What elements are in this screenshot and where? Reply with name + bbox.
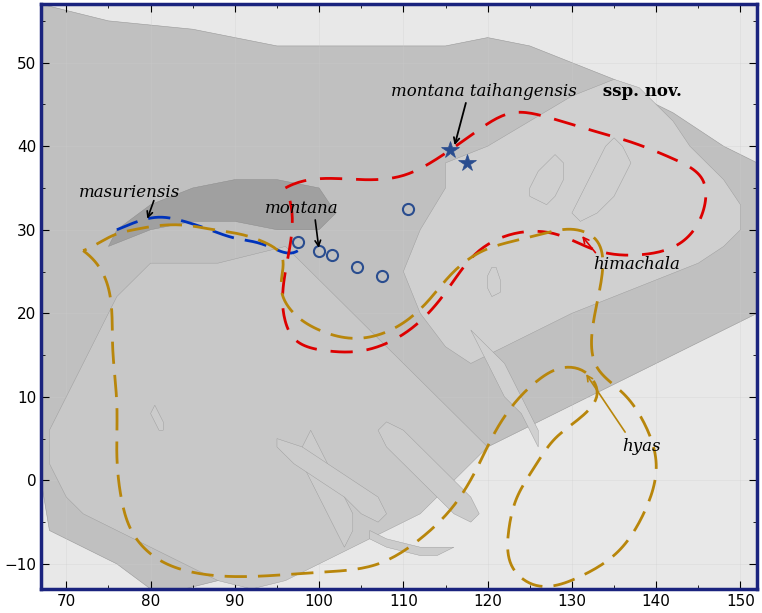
Polygon shape (50, 246, 488, 589)
Text: montana: montana (264, 200, 338, 218)
Text: montana taihangensis: montana taihangensis (391, 83, 577, 101)
Polygon shape (151, 405, 163, 430)
Polygon shape (488, 267, 501, 297)
Polygon shape (303, 430, 353, 547)
Text: himachala: himachala (593, 256, 680, 273)
Polygon shape (277, 438, 386, 522)
Polygon shape (378, 422, 479, 522)
Polygon shape (108, 180, 336, 246)
Text: masuriensis: masuriensis (79, 184, 180, 200)
Polygon shape (530, 154, 563, 205)
Polygon shape (572, 138, 631, 221)
Polygon shape (471, 330, 538, 447)
Polygon shape (403, 79, 741, 364)
Polygon shape (41, 4, 757, 589)
Polygon shape (370, 530, 454, 555)
Text: hyas: hyas (623, 438, 661, 455)
Text: ssp. nov.: ssp. nov. (597, 83, 682, 101)
